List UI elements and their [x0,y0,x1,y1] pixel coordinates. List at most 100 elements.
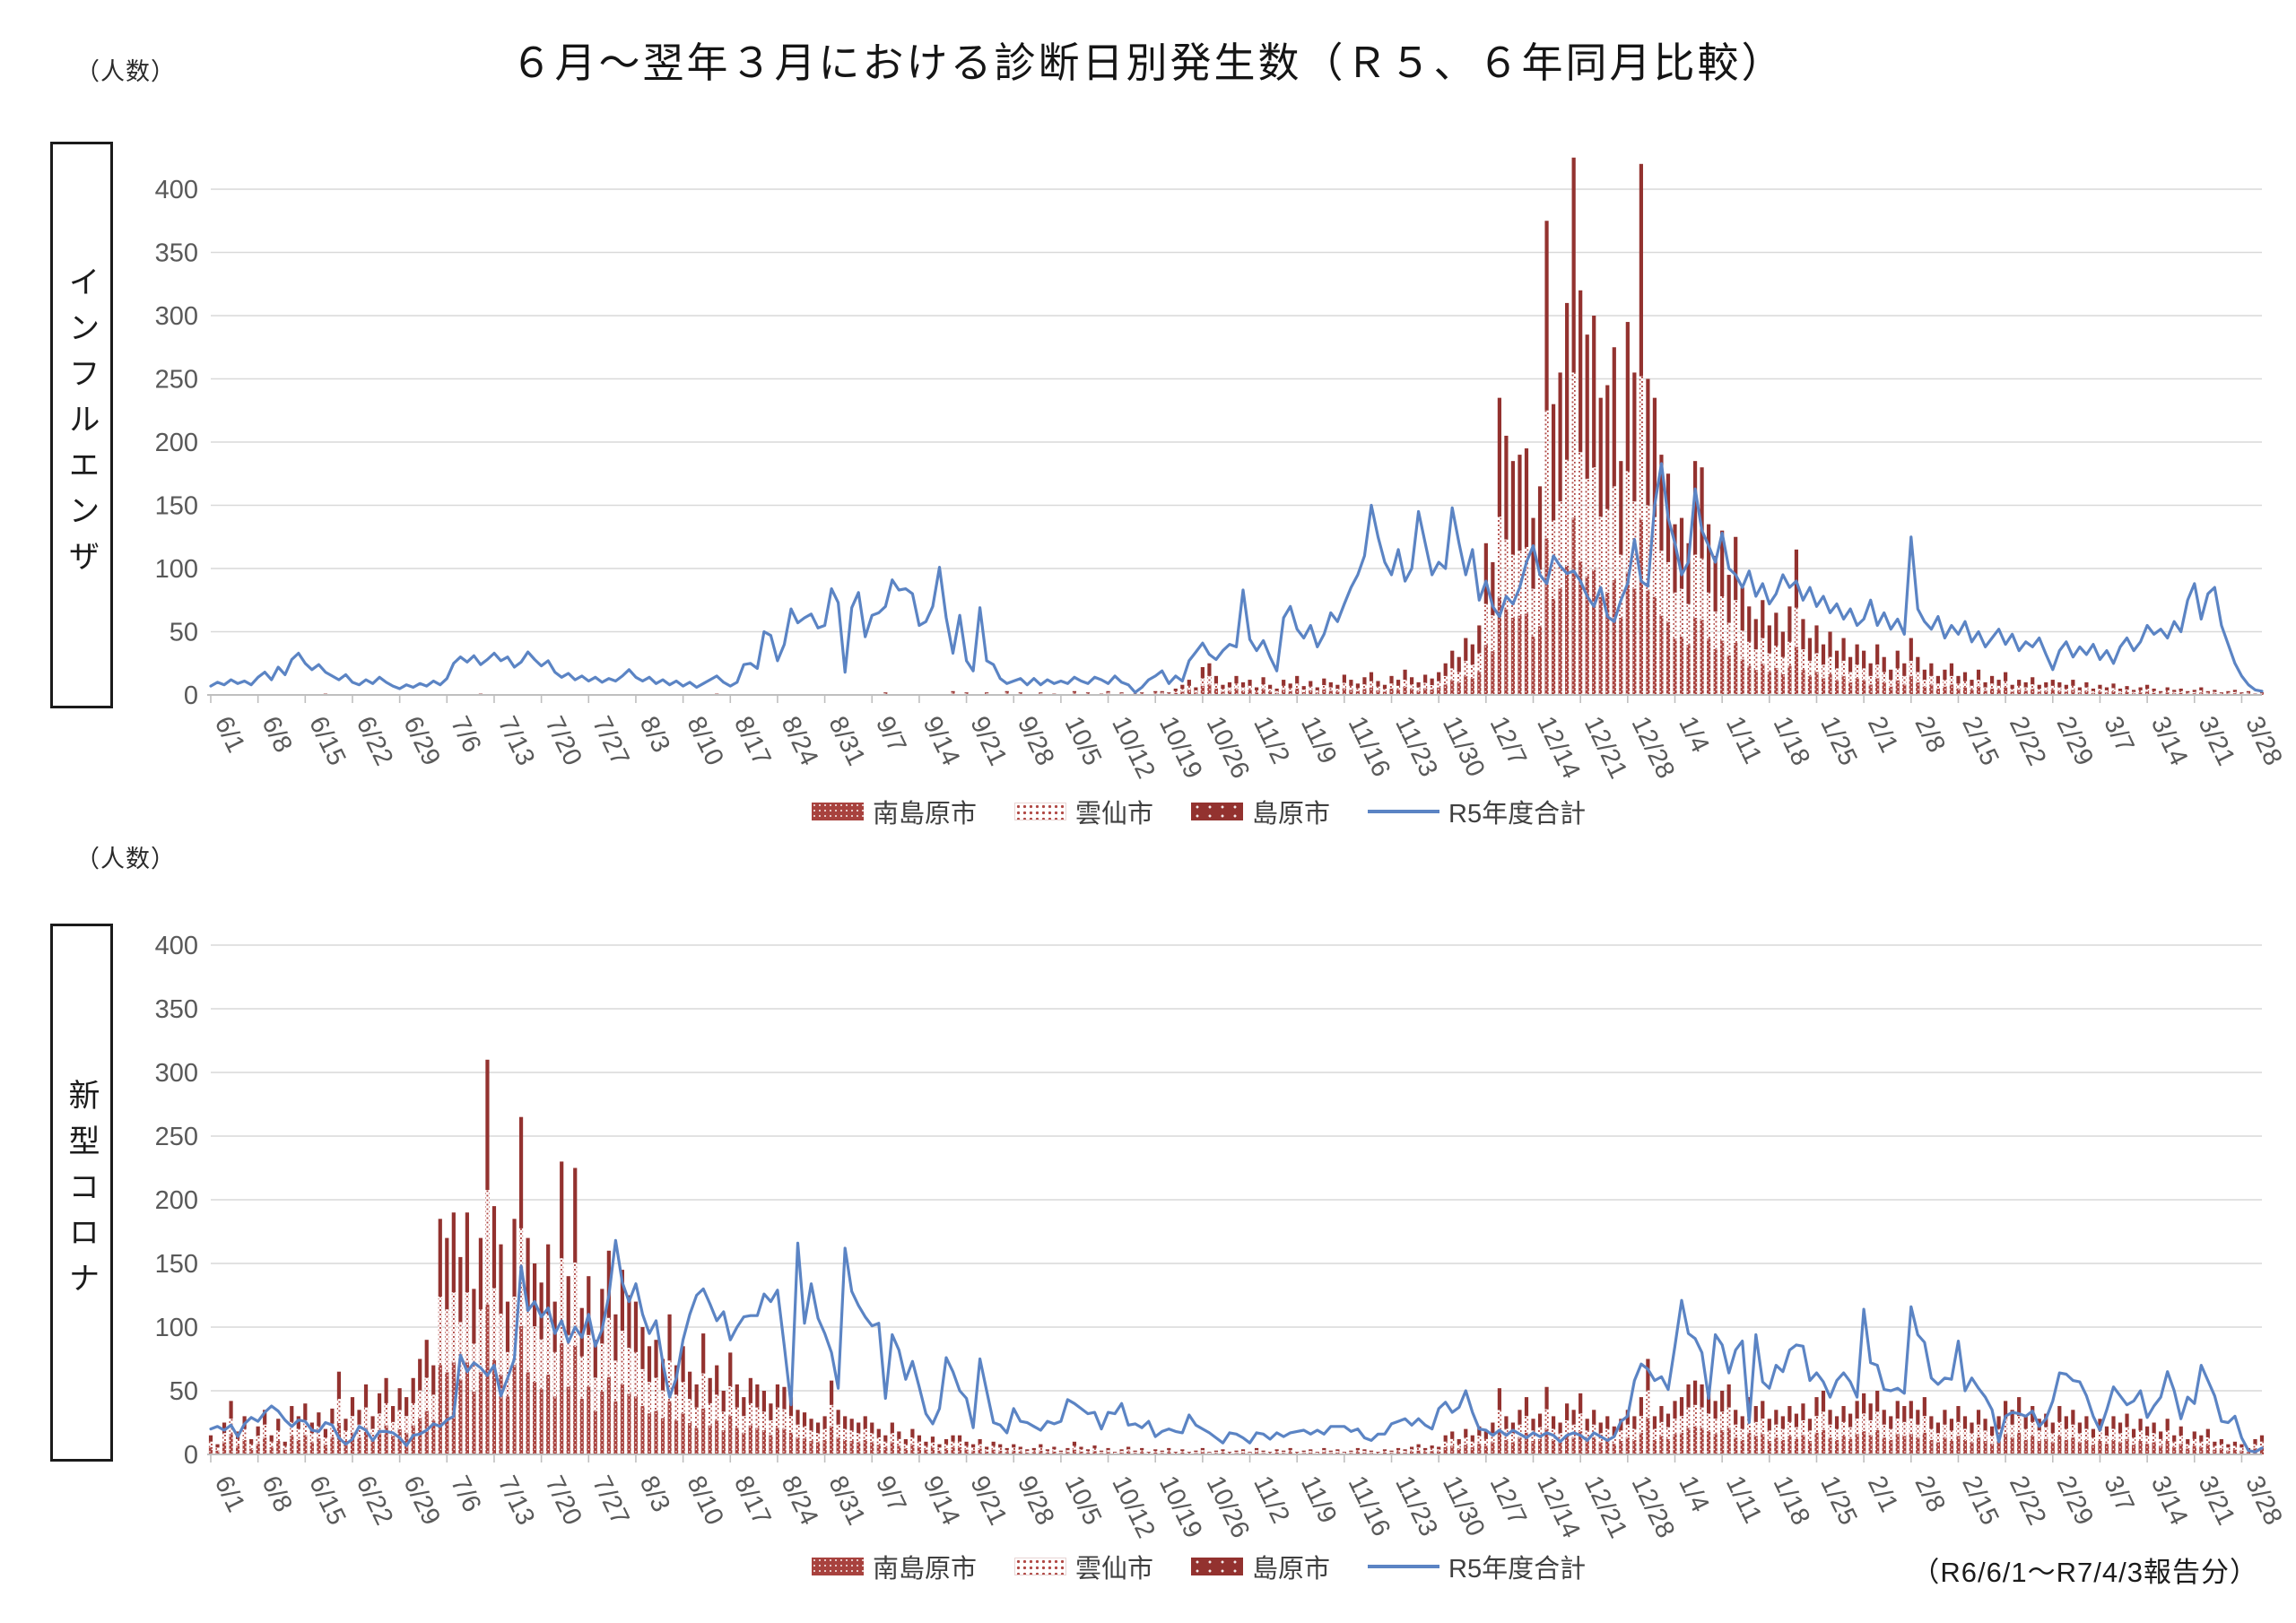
bar-segment [1261,677,1265,685]
bar-segment [1194,1452,1198,1454]
bar-segment [1180,1452,1185,1454]
bar-segment [1200,685,1205,695]
bar-segment [2084,687,2089,691]
bar-segment [2186,1448,2190,1454]
bar-segment [1774,1424,1779,1438]
bar-segment [1396,680,1401,686]
bar-segment [566,1276,570,1335]
bar-segment [1058,1453,1064,1454]
bar-segment [1909,1419,1913,1435]
bar-segment [1889,686,1893,695]
bar-segment [1692,1426,1698,1454]
bar-segment [1814,1432,1819,1454]
bar-segment [1355,1447,1361,1451]
bar-segment [526,1309,530,1373]
bar-segment [1841,1436,1846,1454]
bar-segment [1922,669,1926,681]
bar-segment [1679,588,1684,637]
x-axis-tick-label: 9/14 [918,1471,966,1530]
bar-segment [1544,410,1549,539]
bar-segment [978,1448,982,1454]
bar-segment [2192,1445,2196,1454]
bar-segment [2253,1444,2257,1449]
bar-segment [1544,1409,1549,1429]
bar-segment [391,1406,396,1422]
bar-segment [1989,675,1995,684]
bar-segment [1578,1393,1583,1414]
bar-segment [2259,694,2265,695]
bar-segment [1464,660,1468,677]
bar-segment [1700,1384,1704,1408]
bar-segment [1544,221,1549,411]
bar-segment [890,1422,894,1434]
bar-segment [1726,1384,1731,1408]
bar-segment [1018,1446,1022,1450]
bar-segment [1450,1431,1455,1439]
bar-segment [788,1416,794,1433]
bar-segment [505,1396,510,1454]
bar-segment [2213,1441,2217,1446]
bar-segment [2219,1448,2223,1454]
bar-segment [1707,1413,1711,1432]
bar-segment [1889,1416,1893,1429]
bar-segment [1457,1444,1461,1449]
bar-segment [951,1435,955,1442]
bar-segment [1571,157,1576,373]
bar-segment [1470,678,1474,695]
shimabara-pattern-swatch-icon [1191,1558,1244,1575]
bar-segment [1943,680,1947,687]
r5-line-swatch-icon [1368,1565,1440,1568]
bar-segment [1619,617,1623,695]
bar-segment [1477,1426,1482,1436]
bar-segment [1692,1404,1698,1427]
bar-segment [1646,378,1650,506]
bar-segment [849,1440,854,1454]
bar-segment [640,1406,645,1454]
bar-segment [1187,685,1191,690]
bar-segment [1734,536,1738,601]
bar-segment [1497,1428,1501,1454]
bar-segment [1834,1439,1839,1454]
bar-segment [802,1426,807,1439]
bar-segment [1106,1452,1110,1454]
bar-segment [701,1373,706,1409]
bar-segment [1659,551,1664,616]
bar-segment [1592,1437,1596,1454]
x-axis-tick-label: 11/9 [1295,1471,1343,1528]
bar-segment [1814,672,1819,695]
bar-segment [1882,672,1886,683]
bar-segment [1282,680,1286,686]
bar-segment [2159,1445,2163,1454]
bar-segment [2031,677,2035,685]
bar-segment [1254,690,1259,693]
bar-segment [1834,680,1839,695]
bar-segment [1996,685,2001,690]
bar-segment [1140,1447,1144,1451]
bar-segment [1207,684,1212,695]
bar-segment [1112,1453,1118,1454]
bar-segment [1112,1452,1118,1454]
bar-segment [1875,664,1880,679]
bar-segment [1935,675,1940,684]
unzen-pattern-swatch-icon [1014,1558,1067,1575]
bar-segment [2098,689,2102,692]
bar-segment [1457,1438,1461,1445]
bar-segment [1868,663,1873,676]
bar-segment [1126,1449,1131,1452]
bar-segment [721,1411,726,1431]
bar-segment [978,1444,982,1449]
bar-segment [2084,681,2089,688]
bar-segment [552,1301,557,1352]
bar-segment [1194,1453,1198,1454]
bar-segment [1369,1450,1374,1453]
bar-segment [579,1356,584,1399]
bar-segment [1632,372,1637,502]
bar-segment [627,1393,631,1454]
bar-segment [2145,1426,2150,1436]
bar-segment [1848,1438,1853,1454]
bar-segment [721,1391,726,1412]
bar-segment [1868,1435,1873,1454]
bar-segment [1970,1433,1974,1443]
bar-segment [1221,691,1225,695]
bar-segment [876,1436,881,1445]
